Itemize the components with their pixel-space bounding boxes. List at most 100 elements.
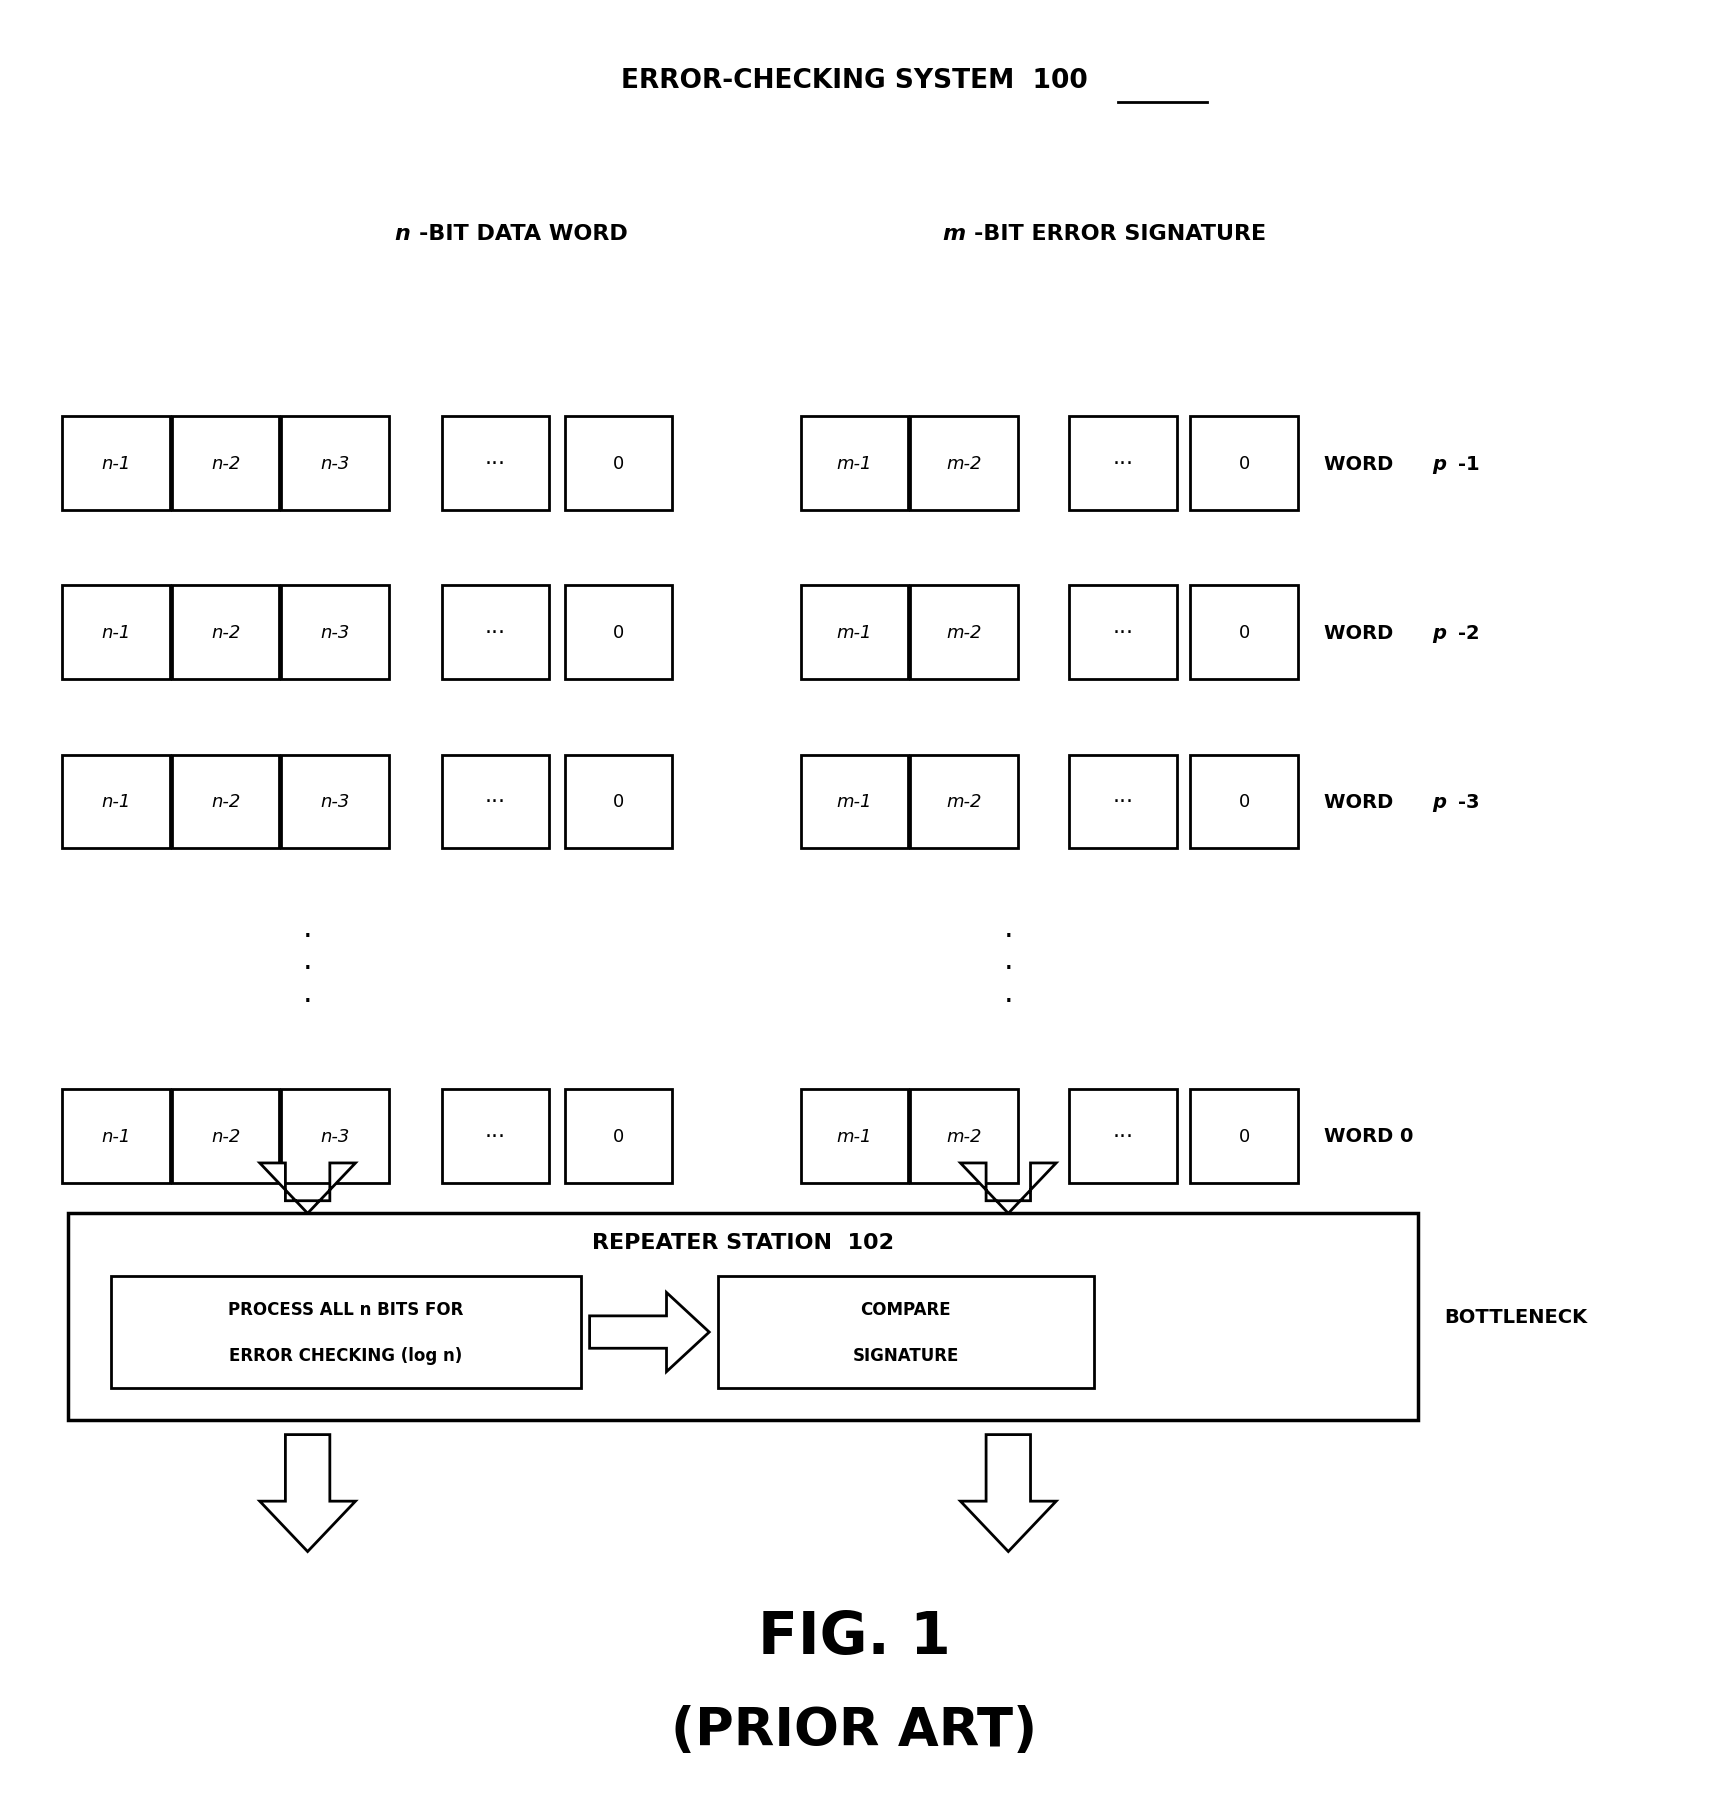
- Text: n-1: n-1: [101, 1127, 132, 1145]
- Text: p: p: [1432, 455, 1446, 473]
- Text: m-2: m-2: [947, 455, 981, 473]
- Text: n-3: n-3: [320, 455, 350, 473]
- Bar: [909, 586, 1017, 680]
- Text: ·: ·: [302, 922, 313, 951]
- Text: m-1: m-1: [837, 1127, 872, 1145]
- Text: m-1: m-1: [837, 455, 872, 473]
- Text: ·: ·: [1003, 922, 1013, 951]
- Text: 0: 0: [614, 1127, 624, 1145]
- Text: ···: ···: [485, 453, 506, 475]
- Text: n-1: n-1: [101, 793, 132, 811]
- Text: SIGNATURE: SIGNATURE: [853, 1347, 959, 1365]
- Text: n-1: n-1: [101, 455, 132, 473]
- Bar: [1070, 755, 1178, 849]
- Polygon shape: [260, 1435, 355, 1552]
- Text: 0: 0: [1239, 1127, 1249, 1145]
- Text: n-3: n-3: [320, 793, 350, 811]
- Bar: [63, 755, 171, 849]
- Text: 0: 0: [614, 455, 624, 473]
- Text: m-2: m-2: [947, 1127, 981, 1145]
- Text: ···: ···: [485, 622, 506, 644]
- Text: n-1: n-1: [101, 624, 132, 642]
- Text: -2: -2: [1458, 624, 1480, 642]
- Text: m-1: m-1: [837, 793, 872, 811]
- Text: -1: -1: [1458, 455, 1480, 473]
- Bar: [800, 1090, 909, 1183]
- Bar: [441, 1090, 550, 1183]
- Bar: [441, 417, 550, 511]
- Text: m-2: m-2: [947, 624, 981, 642]
- Text: -BIT ERROR SIGNATURE: -BIT ERROR SIGNATURE: [974, 223, 1266, 245]
- Text: n-3: n-3: [320, 624, 350, 642]
- Bar: [1189, 755, 1299, 849]
- Bar: [441, 755, 550, 849]
- Text: -3: -3: [1458, 793, 1480, 811]
- Bar: [171, 755, 280, 849]
- Bar: [63, 1090, 171, 1183]
- Text: WORD: WORD: [1324, 624, 1400, 642]
- Bar: [909, 417, 1017, 511]
- Bar: [1189, 417, 1299, 511]
- Text: p: p: [1432, 624, 1446, 642]
- Text: p: p: [1432, 793, 1446, 811]
- Bar: [564, 586, 673, 680]
- Text: ERROR CHECKING (log n): ERROR CHECKING (log n): [229, 1347, 463, 1365]
- Text: BOTTLENECK: BOTTLENECK: [1444, 1307, 1588, 1327]
- Bar: [1070, 1090, 1178, 1183]
- Bar: [718, 1277, 1094, 1388]
- Polygon shape: [960, 1435, 1056, 1552]
- Text: n-2: n-2: [210, 455, 241, 473]
- Bar: [282, 755, 390, 849]
- Bar: [800, 586, 909, 680]
- Text: 0: 0: [614, 793, 624, 811]
- Bar: [171, 586, 280, 680]
- Text: ·: ·: [1003, 987, 1013, 1016]
- Text: -BIT DATA WORD: -BIT DATA WORD: [419, 223, 627, 245]
- Text: FIG. 1: FIG. 1: [759, 1607, 950, 1665]
- Bar: [564, 755, 673, 849]
- Bar: [63, 586, 171, 680]
- Text: n-2: n-2: [210, 793, 241, 811]
- Text: ···: ···: [1113, 453, 1133, 475]
- Bar: [909, 755, 1017, 849]
- Text: m-2: m-2: [947, 793, 981, 811]
- Text: 0: 0: [614, 624, 624, 642]
- Bar: [800, 755, 909, 849]
- Bar: [282, 1090, 390, 1183]
- Bar: [1189, 1090, 1299, 1183]
- Text: ···: ···: [485, 791, 506, 813]
- Text: ERROR-CHECKING SYSTEM  100: ERROR-CHECKING SYSTEM 100: [620, 68, 1089, 93]
- Text: COMPARE: COMPARE: [860, 1300, 952, 1318]
- Text: PROCESS ALL n BITS FOR: PROCESS ALL n BITS FOR: [229, 1300, 463, 1318]
- Text: m: m: [942, 223, 966, 245]
- Bar: [1070, 417, 1178, 511]
- Text: 0: 0: [1239, 793, 1249, 811]
- Text: 0: 0: [1239, 624, 1249, 642]
- Text: ···: ···: [1113, 791, 1133, 813]
- Bar: [1189, 586, 1299, 680]
- Text: ·: ·: [1003, 955, 1013, 984]
- Text: WORD 0: WORD 0: [1324, 1127, 1413, 1145]
- Text: ·: ·: [302, 955, 313, 984]
- Text: n: n: [395, 223, 410, 245]
- Text: n-2: n-2: [210, 624, 241, 642]
- Bar: [171, 1090, 280, 1183]
- Bar: [564, 417, 673, 511]
- Bar: [909, 1090, 1017, 1183]
- Text: n-3: n-3: [320, 1127, 350, 1145]
- Bar: [282, 586, 390, 680]
- Text: 0: 0: [1239, 455, 1249, 473]
- Text: ···: ···: [1113, 622, 1133, 644]
- Text: ···: ···: [485, 1126, 506, 1147]
- Polygon shape: [260, 1163, 355, 1214]
- Polygon shape: [960, 1163, 1056, 1214]
- Bar: [171, 417, 280, 511]
- Text: m-1: m-1: [837, 624, 872, 642]
- Bar: [564, 1090, 673, 1183]
- Bar: [68, 1214, 1418, 1420]
- Bar: [282, 417, 390, 511]
- Bar: [441, 586, 550, 680]
- Bar: [111, 1277, 581, 1388]
- Text: (PRIOR ART): (PRIOR ART): [672, 1705, 1037, 1755]
- Text: WORD: WORD: [1324, 455, 1400, 473]
